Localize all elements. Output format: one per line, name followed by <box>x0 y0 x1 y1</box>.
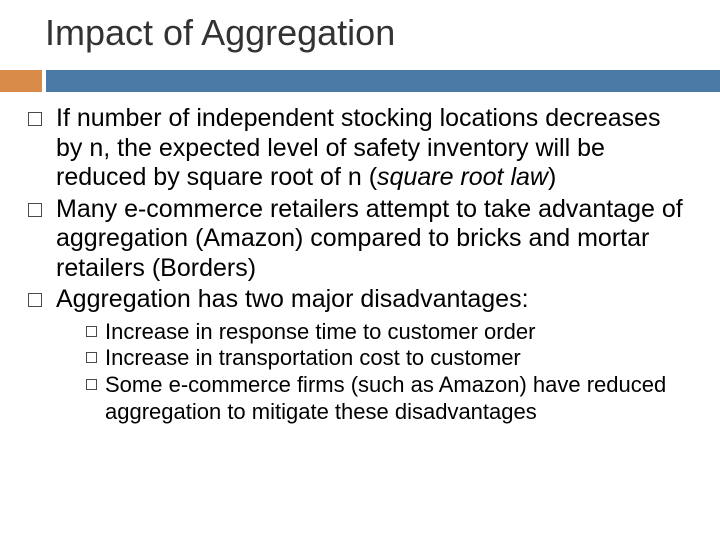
slide: Impact of Aggregation If number of indep… <box>0 0 720 540</box>
sub-bullet-text: Increase in response time to customer or… <box>105 319 535 346</box>
square-bullet-icon <box>86 352 97 363</box>
bullet-item: Many e-commerce retailers attempt to tak… <box>28 195 688 284</box>
bullet-text-pre: Aggregation has two major disadvantages: <box>56 285 529 313</box>
bullet-text: Many e-commerce retailers attempt to tak… <box>56 195 688 284</box>
sub-bullet-list: Increase in response time to customer or… <box>86 319 688 426</box>
bullet-text: If number of independent stocking locati… <box>56 104 688 193</box>
bullet-item: Aggregation has two major disadvantages: <box>28 285 688 315</box>
sub-bullet-text: Some e-commerce firms (such as Amazon) h… <box>105 372 688 426</box>
sub-bullet-item: Increase in transportation cost to custo… <box>86 345 688 372</box>
sub-bullet-text: Increase in transportation cost to custo… <box>105 345 521 372</box>
bullet-text-pre: Many e-commerce retailers attempt to tak… <box>56 195 683 282</box>
accent-orange-block <box>0 70 42 92</box>
square-bullet-icon <box>86 379 97 390</box>
content-area: If number of independent stocking locati… <box>28 104 688 426</box>
sub-bullet-item: Some e-commerce firms (such as Amazon) h… <box>86 372 688 426</box>
bullet-text-italic: square root law <box>377 163 548 191</box>
accent-blue-block <box>46 70 720 92</box>
square-bullet-icon <box>28 203 42 217</box>
bullet-item: If number of independent stocking locati… <box>28 104 688 193</box>
slide-title: Impact of Aggregation <box>45 12 395 54</box>
square-bullet-icon <box>28 293 42 307</box>
accent-bar <box>0 70 720 92</box>
bullet-text: Aggregation has two major disadvantages: <box>56 285 529 315</box>
bullet-text-post: ) <box>548 163 556 191</box>
sub-bullet-item: Increase in response time to customer or… <box>86 319 688 346</box>
square-bullet-icon <box>28 112 42 126</box>
bullet-text-pre: If number of independent stocking locati… <box>56 104 661 191</box>
square-bullet-icon <box>86 326 97 337</box>
